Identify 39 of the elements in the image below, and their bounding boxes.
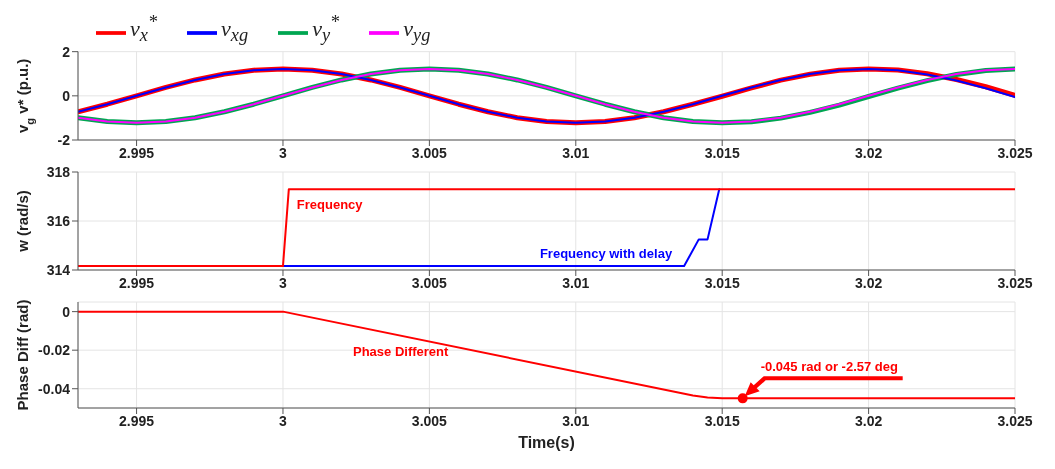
series-label: Phase Different xyxy=(352,343,449,359)
y-tick-label: 316 xyxy=(46,212,71,229)
x-tick-label: 3.025 xyxy=(997,412,1033,429)
x-tick-label: 2.995 xyxy=(119,144,155,161)
series-label: Frequency xyxy=(296,197,364,213)
y-tick-label: 318 xyxy=(46,163,71,180)
x-tick-label: 2.995 xyxy=(119,412,155,429)
x-tick-label: 3.025 xyxy=(997,144,1033,161)
x-tick-label: 3.015 xyxy=(704,144,740,161)
series-label: Frequency with delay xyxy=(539,246,673,262)
y-tick-label: 0 xyxy=(62,303,71,320)
x-tick-label: 3.015 xyxy=(704,412,740,429)
x-tick-label: 3.01 xyxy=(562,274,590,291)
annotation: -0.045 rad or -2.57 deg xyxy=(760,359,899,375)
x-tick-label: 3.01 xyxy=(562,144,590,161)
x-tick-label: 3.005 xyxy=(411,274,448,291)
x-tick-label: 3.01 xyxy=(562,412,590,429)
y-tick-label: 314 xyxy=(46,261,71,278)
y-tick-label: -0.02 xyxy=(38,342,71,359)
x-tick-label: 2.995 xyxy=(119,274,155,291)
x-tick-label: 3.015 xyxy=(704,274,740,291)
y-tick-label: -2 xyxy=(57,131,71,148)
y-tick-label: -0.04 xyxy=(38,380,71,397)
y-tick-label: 0 xyxy=(62,87,71,104)
x-tick-label: 3.02 xyxy=(854,274,883,291)
x-tick-label: 3 xyxy=(279,144,288,161)
legend-label: v$_{xg}$ xyxy=(221,16,249,46)
x-tick-label: 3.02 xyxy=(854,412,883,429)
x-axis-title: Time(s) xyxy=(518,434,575,451)
legend-label: v$_{yg}$ xyxy=(403,16,431,46)
x-tick-label: 3 xyxy=(279,274,288,291)
y-axis-title: Phase Diff (rad) xyxy=(14,299,31,411)
y-axis-title: w (rad/s) xyxy=(14,190,31,253)
x-tick-label: 3.005 xyxy=(411,412,448,429)
x-tick-label: 3.02 xyxy=(854,144,883,161)
x-tick-label: 3.025 xyxy=(997,274,1033,291)
y-tick-label: 2 xyxy=(62,43,71,60)
x-tick-label: 3 xyxy=(279,412,288,429)
x-tick-label: 3.005 xyxy=(411,144,448,161)
